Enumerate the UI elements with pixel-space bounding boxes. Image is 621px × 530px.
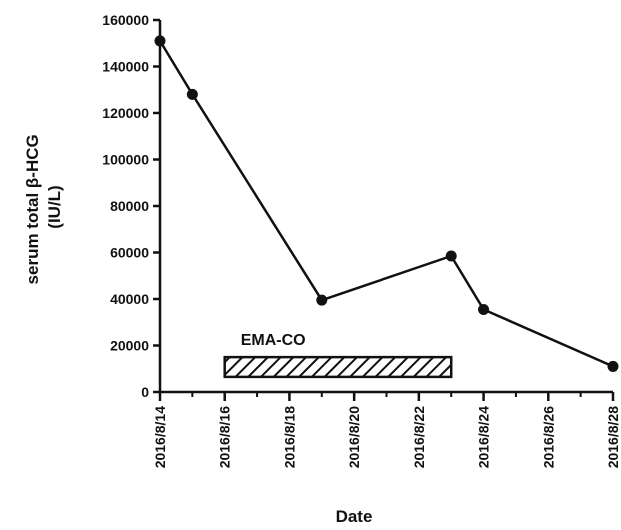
- y-tick-label: 140000: [102, 59, 149, 75]
- y-tick-label: 40000: [110, 291, 149, 307]
- y-tick-label: 60000: [110, 245, 149, 261]
- data-point: [154, 35, 166, 47]
- y-tick-label: 80000: [110, 198, 149, 214]
- y-axis-title-line1: serum total β-HCG: [23, 134, 42, 284]
- x-axis: 2016/8/14 2016/8/16 2016/8/18 2016/8/20 2016…: [152, 390, 621, 468]
- x-axis-title: Date: [336, 507, 373, 526]
- data-point: [607, 360, 619, 372]
- ema-co-label: EMA-CO: [241, 332, 306, 349]
- x-tick-label: 2016/8/28: [605, 406, 621, 468]
- y-tick-label: 0: [141, 384, 149, 400]
- y-tick-label: 100000: [102, 152, 149, 168]
- y-tick-label: 120000: [102, 105, 149, 121]
- y-axis-title-line2: (IU/L): [45, 185, 64, 228]
- x-tick-label: 2016/8/24: [476, 406, 492, 468]
- x-tick-label: 2016/8/18: [281, 406, 297, 468]
- series-layer: [154, 35, 619, 372]
- y-axis: 0 20000 40000 60000 80000 100000 120000 140000 1…: [102, 12, 162, 400]
- x-tick-label: 2016/8/22: [411, 406, 427, 468]
- annotation-layer: EMA-CO: [223, 332, 453, 379]
- y-tick-label: 160000: [102, 12, 149, 28]
- x-tick-label: 2016/8/20: [346, 406, 362, 468]
- data-point: [186, 88, 198, 100]
- x-tick-label: 2016/8/14: [152, 406, 168, 468]
- x-tick-label: 2016/8/26: [540, 406, 556, 468]
- y-tick-label: 20000: [110, 338, 149, 354]
- x-tick-label: 2016/8/16: [217, 406, 233, 468]
- ema-co-treatment-bar: [223, 355, 453, 379]
- y-axis-title: serum total β-HCG (IU/L): [23, 130, 64, 285]
- data-point: [316, 294, 328, 306]
- series-line: [158, 40, 614, 368]
- data-point: [478, 303, 490, 315]
- data-point: [445, 250, 457, 262]
